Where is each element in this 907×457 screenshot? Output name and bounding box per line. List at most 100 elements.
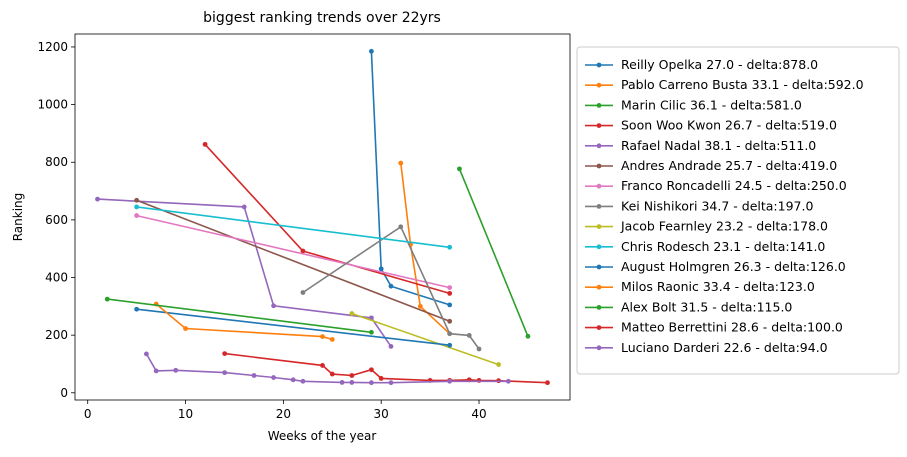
data-point <box>369 380 374 386</box>
legend-entry: Marin Cilic 36.1 - delta:581.0 <box>621 97 802 112</box>
data-point <box>525 333 531 339</box>
legend-entry: Alex Bolt 31.5 - delta:115.0 <box>621 299 792 314</box>
data-point <box>447 331 453 337</box>
legend-entry: Kei Nishikori 34.7 - delta:197.0 <box>621 198 813 213</box>
legend-swatch-marker <box>596 103 602 108</box>
legend-swatch-marker <box>596 204 602 209</box>
data-point <box>251 373 257 378</box>
data-point <box>447 318 453 324</box>
data-point <box>241 204 247 210</box>
legend-swatch-marker <box>596 163 602 169</box>
data-point <box>329 371 335 377</box>
data-point <box>271 375 276 380</box>
data-point <box>329 337 335 342</box>
legend-entry: Franco Roncadelli 24.5 - delta:250.0 <box>621 178 847 193</box>
data-point <box>300 290 306 295</box>
data-point <box>447 378 453 384</box>
series-line <box>145 353 509 384</box>
data-point <box>447 244 453 250</box>
data-point <box>378 375 384 381</box>
legend-swatch-marker <box>596 224 602 230</box>
data-point <box>398 224 404 230</box>
data-point <box>202 141 208 147</box>
data-point <box>173 367 179 373</box>
data-point <box>476 346 482 352</box>
data-point <box>417 303 423 309</box>
series-line <box>136 206 450 249</box>
data-point <box>183 326 188 331</box>
data-point <box>134 204 140 210</box>
plot-frame <box>74 33 571 401</box>
data-point <box>505 378 511 384</box>
x-tick-label: 10 <box>178 407 193 421</box>
y-tick-label: 1000 <box>37 98 68 112</box>
data-point <box>369 48 374 54</box>
data-point <box>447 342 453 348</box>
data-point <box>496 362 501 367</box>
data-point <box>271 303 276 309</box>
data-point <box>388 283 394 289</box>
y-tick-label: 600 <box>45 213 68 227</box>
legend: Reilly Opelka 27.0 - delta:878.0 Pablo Ca… <box>576 46 900 375</box>
chart-title: biggest ranking trends over 22yrs <box>203 10 441 26</box>
data-point <box>369 367 374 373</box>
series-line <box>400 163 451 335</box>
legend-swatch-marker <box>596 62 602 68</box>
x-tick-label: 0 <box>84 407 92 421</box>
data-point <box>104 296 110 302</box>
legend-entry: Luciano Darderi 22.6 - delta:94.0 <box>621 340 828 355</box>
data-point <box>349 373 355 378</box>
data-point <box>134 197 140 203</box>
plot-area <box>75 34 570 400</box>
data-point <box>339 380 345 385</box>
legend-entry: Andres Andrade 25.7 - delta:419.0 <box>621 158 837 173</box>
data-point <box>300 248 306 254</box>
data-point <box>320 334 325 339</box>
data-point <box>300 378 306 384</box>
x-tick-label: 30 <box>374 407 389 421</box>
legend-swatch-marker <box>596 82 602 88</box>
data-point <box>134 213 140 218</box>
series-line <box>351 312 499 366</box>
data-point <box>545 380 550 386</box>
legend-swatch-marker <box>596 305 602 310</box>
data-point <box>466 333 472 338</box>
series-line <box>458 168 529 337</box>
data-point <box>290 377 296 383</box>
data-point <box>457 166 462 172</box>
series-line <box>136 214 450 289</box>
legend-swatch-marker <box>596 264 602 270</box>
series-line <box>370 51 450 306</box>
legend-entry: Rafael Nadal 38.1 - delta:511.0 <box>621 138 816 153</box>
data-point <box>398 160 404 166</box>
y-axis-label: Ranking <box>11 193 25 242</box>
x-tick-label: 40 <box>471 407 486 421</box>
data-point <box>222 370 228 376</box>
legend-entry: Pablo Carreno Busta 33.1 - delta:592.0 <box>621 77 864 92</box>
legend-swatch-marker <box>596 284 602 290</box>
data-point <box>447 290 453 296</box>
legend-swatch-marker <box>596 244 602 250</box>
data-point <box>447 285 453 291</box>
y-tick-label: 800 <box>45 155 68 169</box>
data-point <box>134 306 140 312</box>
data-point <box>320 363 325 368</box>
series-line <box>107 298 372 334</box>
data-point <box>153 368 159 374</box>
data-point <box>378 266 384 272</box>
data-point <box>222 351 228 357</box>
legend-swatch-marker <box>596 325 602 330</box>
x-axis-label: Weeks of the year <box>268 429 377 443</box>
series-line <box>136 308 450 346</box>
legend-swatch-marker <box>596 123 602 128</box>
y-tick-label: 0 <box>60 386 68 400</box>
data-point <box>388 343 394 349</box>
data-point <box>144 351 149 357</box>
legend-frame <box>576 46 900 375</box>
data-point <box>447 302 453 308</box>
legend-entry: August Holmgren 26.3 - delta:126.0 <box>621 259 846 274</box>
legend-swatch-marker <box>596 183 602 189</box>
y-tick-label: 400 <box>45 271 68 285</box>
